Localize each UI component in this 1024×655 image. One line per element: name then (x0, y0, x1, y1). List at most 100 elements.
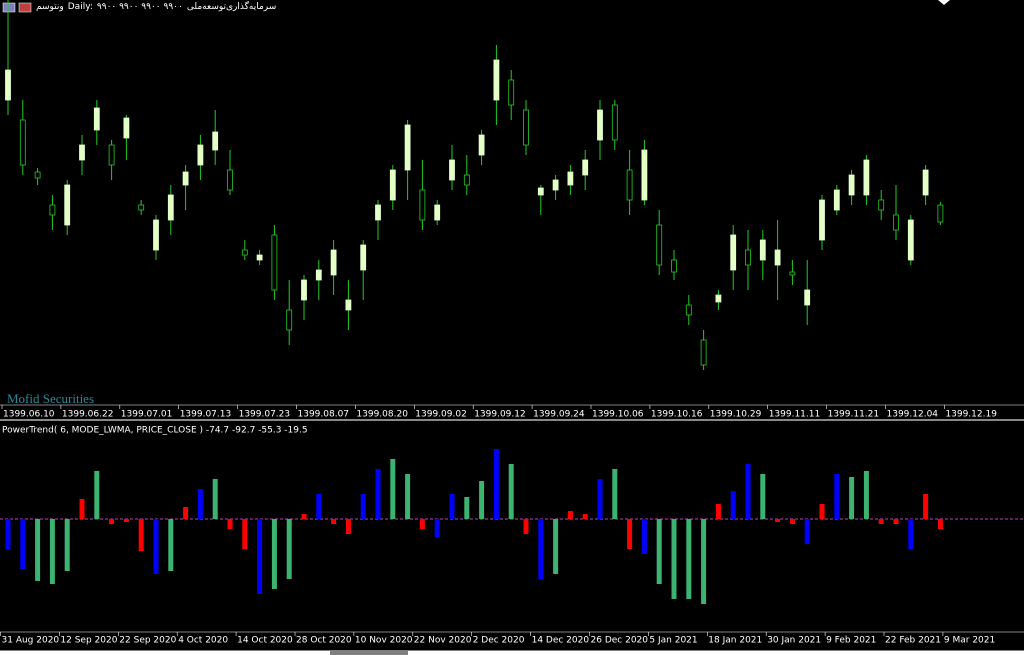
indicator-bar (227, 519, 233, 529)
indicator-bar (730, 491, 736, 519)
candle-body (138, 204, 145, 211)
instrument-name: سرمایه‌گذاری‌توسعه‌ملی (186, 2, 277, 12)
candle-body (360, 244, 367, 271)
candle-body (182, 171, 189, 186)
x-tick-label: 1399.12.04 (887, 410, 939, 420)
indicator-bar (405, 474, 411, 519)
flag-icon[interactable] (2, 2, 16, 13)
indicator-label: PowerTrend( 6, MODE_LWMA, PRICE_CLOSE ) … (2, 426, 308, 436)
x-tick-label: 28 Oct 2020 (296, 636, 352, 646)
indicator-bar (538, 519, 544, 579)
candle-body (685, 304, 692, 316)
candle-body (537, 187, 544, 196)
candle-body (197, 144, 204, 166)
indicator-bar (242, 519, 248, 549)
candle-body (419, 189, 426, 221)
indicator-bar (316, 494, 322, 519)
indicator-bar (849, 477, 855, 519)
indicator-bar (331, 519, 337, 524)
candle-body (789, 271, 796, 276)
flag-icon[interactable] (18, 2, 32, 13)
indicator-bar (464, 497, 470, 519)
candle-body (153, 219, 159, 251)
indicator-bar (419, 519, 425, 529)
x-tick-label: 1399.06.10 (3, 410, 55, 420)
indicator-bar (553, 519, 559, 574)
candle-body (893, 214, 899, 231)
indicator-bar (35, 519, 41, 581)
candle-body (700, 339, 707, 366)
x-tick-label: 31 Aug 2020 (2, 636, 60, 646)
x-tick-label: 1399.06.22 (62, 410, 114, 420)
candle-body (93, 107, 100, 131)
candle-body (730, 234, 737, 271)
indicator-bar (597, 479, 603, 519)
candle-body (79, 144, 85, 161)
candle-body (774, 249, 781, 266)
x-tick-label: 1399.10.06 (592, 410, 644, 420)
indicator-bar (567, 511, 573, 519)
indicator-bar (686, 519, 692, 599)
candle-body (241, 249, 248, 256)
candle-body (5, 69, 11, 101)
x-tick-label: 14 Dec 2020 (532, 636, 590, 646)
indicator-bar (49, 519, 55, 584)
indicator-bar (138, 519, 144, 551)
candle-body (671, 259, 677, 273)
x-tick-label: 22 Feb 2021 (885, 636, 941, 646)
x-tick-label: 22 Nov 2020 (414, 636, 472, 646)
candle-body (745, 249, 751, 266)
candle-body (597, 109, 603, 141)
indicator-bar (508, 464, 514, 519)
candle-body (848, 174, 855, 196)
scrollbar[interactable] (0, 651, 330, 655)
candle-body (212, 131, 219, 151)
candle-body (404, 124, 411, 171)
indicator-bar (183, 507, 189, 519)
candle-body (123, 117, 130, 139)
indicator-bar (153, 519, 159, 574)
candle-body (34, 171, 41, 179)
prices: ۹۹۰۰ ۹۹۰۰ ۹۹۰۰ ۹۹۰۰ (96, 2, 183, 12)
indicator-bar (286, 519, 292, 579)
indicator-bar (671, 519, 677, 599)
indicator-bar (64, 519, 70, 571)
indicator-bar (641, 519, 647, 554)
candle-body (286, 309, 293, 331)
indicator-bar (479, 481, 485, 519)
candle-body (819, 199, 825, 241)
indicator-bar (612, 469, 618, 519)
indicator-bar (345, 519, 351, 534)
symbol: ونتوسم (36, 2, 64, 12)
x-tick-label: 9 Mar 2021 (944, 636, 995, 646)
candle-body (389, 169, 396, 201)
candle-body (656, 224, 663, 266)
candle-body (759, 239, 766, 261)
indicator-bar (20, 519, 26, 569)
x-tick-label: 1399.10.29 (710, 410, 762, 420)
indicator-bar (79, 499, 85, 519)
candle-body (301, 279, 307, 301)
indicator-bar (375, 469, 381, 519)
candle-body (582, 159, 589, 176)
indicator-bar (863, 471, 869, 519)
indicator-bar (197, 489, 203, 519)
indicator-bar (701, 519, 707, 604)
period: Daily: (67, 2, 93, 12)
indicator-bar (745, 464, 751, 519)
indicator-bar (390, 459, 396, 519)
indicator-bar (123, 519, 129, 522)
indicator-bar (257, 519, 263, 594)
indicator-bar (5, 519, 11, 549)
candle-body (167, 194, 174, 221)
candle-body (19, 119, 26, 166)
candle-body (833, 189, 840, 211)
scrollbar[interactable] (408, 651, 1024, 655)
candle-body (345, 299, 352, 311)
indicator-bar (937, 519, 943, 529)
chart-header: ونتوسم Daily: ۹۹۰۰ ۹۹۰۰ ۹۹۰۰ ۹۹۰۰ سرمایه… (36, 2, 276, 12)
candle-body (434, 204, 441, 221)
candle-body (108, 144, 115, 166)
